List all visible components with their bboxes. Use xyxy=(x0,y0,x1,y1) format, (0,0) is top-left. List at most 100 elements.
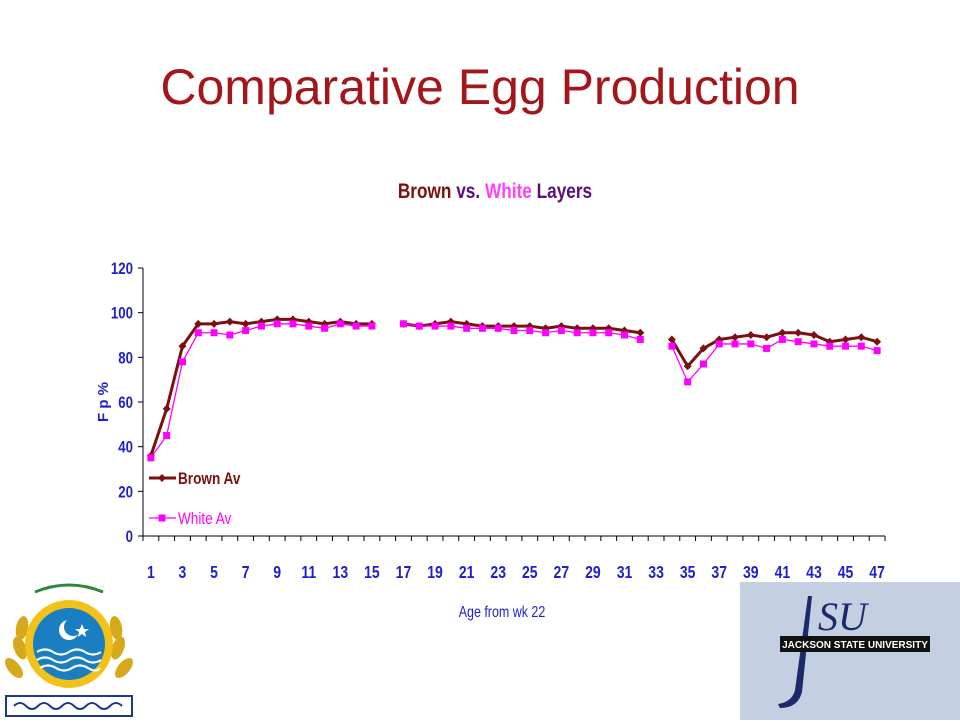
slide-title: Comparative Egg Production xyxy=(160,59,800,115)
x-tick-label: 17 xyxy=(396,562,412,582)
x-tick-label: 31 xyxy=(617,562,633,582)
data-point-brown xyxy=(241,319,250,328)
data-point-brown xyxy=(873,337,882,346)
y-tick-label: 120 xyxy=(111,260,133,279)
data-point-white xyxy=(731,340,739,348)
data-point-brown xyxy=(841,335,850,344)
x-tick-label: 45 xyxy=(838,562,854,582)
data-point-brown xyxy=(636,328,645,337)
x-tick-label: 25 xyxy=(522,562,538,582)
data-point-brown xyxy=(194,319,203,328)
data-point-white xyxy=(242,327,250,335)
chart-title-brown: Brown xyxy=(397,180,452,203)
series-line-brown xyxy=(403,320,641,335)
data-point-white xyxy=(336,320,344,328)
data-point-white xyxy=(699,360,707,368)
x-axis-label: Age from wk 22 xyxy=(459,604,546,622)
x-tick-label: 15 xyxy=(364,562,380,582)
y-tick-label: 40 xyxy=(118,438,133,457)
x-tick-label: 43 xyxy=(806,562,822,582)
data-point-white xyxy=(147,454,155,462)
data-point-white xyxy=(289,320,297,328)
data-point-white xyxy=(273,320,281,328)
x-tick-label: 29 xyxy=(585,562,601,582)
data-point-white xyxy=(194,329,202,337)
data-point-white xyxy=(715,340,723,348)
data-point-white xyxy=(636,335,644,343)
data-point-brown xyxy=(210,319,219,328)
x-tick-label: 33 xyxy=(648,562,664,582)
series-line-white xyxy=(403,323,641,341)
data-point-white xyxy=(210,329,218,337)
x-tick-label: 11 xyxy=(301,562,316,582)
data-point-white xyxy=(305,322,313,330)
data-point-brown xyxy=(683,362,692,371)
data-point-white xyxy=(778,335,786,343)
x-tick-label: 9 xyxy=(273,562,281,582)
jsu-logo: SU JACKSON STATE UNIVERSITY xyxy=(740,582,960,720)
data-point-brown xyxy=(699,344,708,353)
data-point-brown xyxy=(731,333,740,342)
data-point-white xyxy=(510,327,518,335)
chart-title: Brown vs. White Layers xyxy=(335,180,655,204)
data-point-white xyxy=(763,344,771,352)
y-axis-label: F p % xyxy=(95,382,112,422)
data-point-white xyxy=(621,331,629,339)
university-logo xyxy=(5,583,133,717)
data-point-white xyxy=(842,342,850,350)
data-point-white xyxy=(226,331,234,339)
data-point-white xyxy=(857,342,865,350)
data-point-brown xyxy=(667,335,676,344)
data-point-brown xyxy=(178,342,187,351)
legend-label: White Av xyxy=(178,510,232,529)
data-point-white xyxy=(684,378,692,386)
y-tick-label: 60 xyxy=(118,394,133,413)
data-point-white xyxy=(368,322,376,330)
chart-title-vs: vs. xyxy=(451,180,485,203)
x-tick-label: 5 xyxy=(210,562,218,582)
x-tick-label: 3 xyxy=(179,562,187,582)
data-point-brown xyxy=(225,317,234,326)
data-point-brown xyxy=(162,404,171,413)
data-point-brown xyxy=(794,328,803,337)
data-point-brown xyxy=(857,333,866,342)
chart-title-white: White xyxy=(484,180,532,203)
data-point-white xyxy=(478,324,486,332)
x-tick-label: 21 xyxy=(459,562,475,582)
data-point-white xyxy=(494,324,502,332)
data-point-white xyxy=(163,432,171,439)
data-point-white xyxy=(447,322,455,330)
x-tick-label: 7 xyxy=(242,562,250,582)
legend-marker xyxy=(158,474,166,482)
y-tick-label: 20 xyxy=(118,483,133,502)
data-point-white xyxy=(542,329,550,337)
x-tick-label: 23 xyxy=(490,562,506,582)
data-point-white xyxy=(431,322,439,330)
data-point-brown xyxy=(746,331,755,339)
data-point-brown xyxy=(762,333,771,342)
svg-text:SU: SU xyxy=(818,594,870,639)
data-point-brown xyxy=(809,331,818,339)
legend-label: Brown Av xyxy=(178,470,241,489)
x-tick-label: 1 xyxy=(147,562,155,582)
data-point-white xyxy=(573,329,581,337)
data-point-white xyxy=(526,327,534,335)
y-tick-label: 100 xyxy=(111,304,133,323)
data-point-white xyxy=(178,358,186,366)
data-point-white xyxy=(826,342,834,350)
data-point-white xyxy=(321,324,329,332)
data-point-white xyxy=(747,340,755,348)
legend-marker xyxy=(158,514,166,522)
data-point-white xyxy=(463,324,471,332)
data-point-white xyxy=(589,329,597,337)
data-point-white xyxy=(257,322,265,330)
data-point-white xyxy=(810,340,818,348)
data-point-white xyxy=(352,322,360,330)
data-point-white xyxy=(399,320,407,328)
x-tick-label: 37 xyxy=(711,562,727,582)
chart-title-layers: Layers xyxy=(531,180,593,203)
data-point-white xyxy=(557,327,565,335)
data-point-white xyxy=(605,329,613,337)
y-tick-label: 0 xyxy=(126,528,133,547)
